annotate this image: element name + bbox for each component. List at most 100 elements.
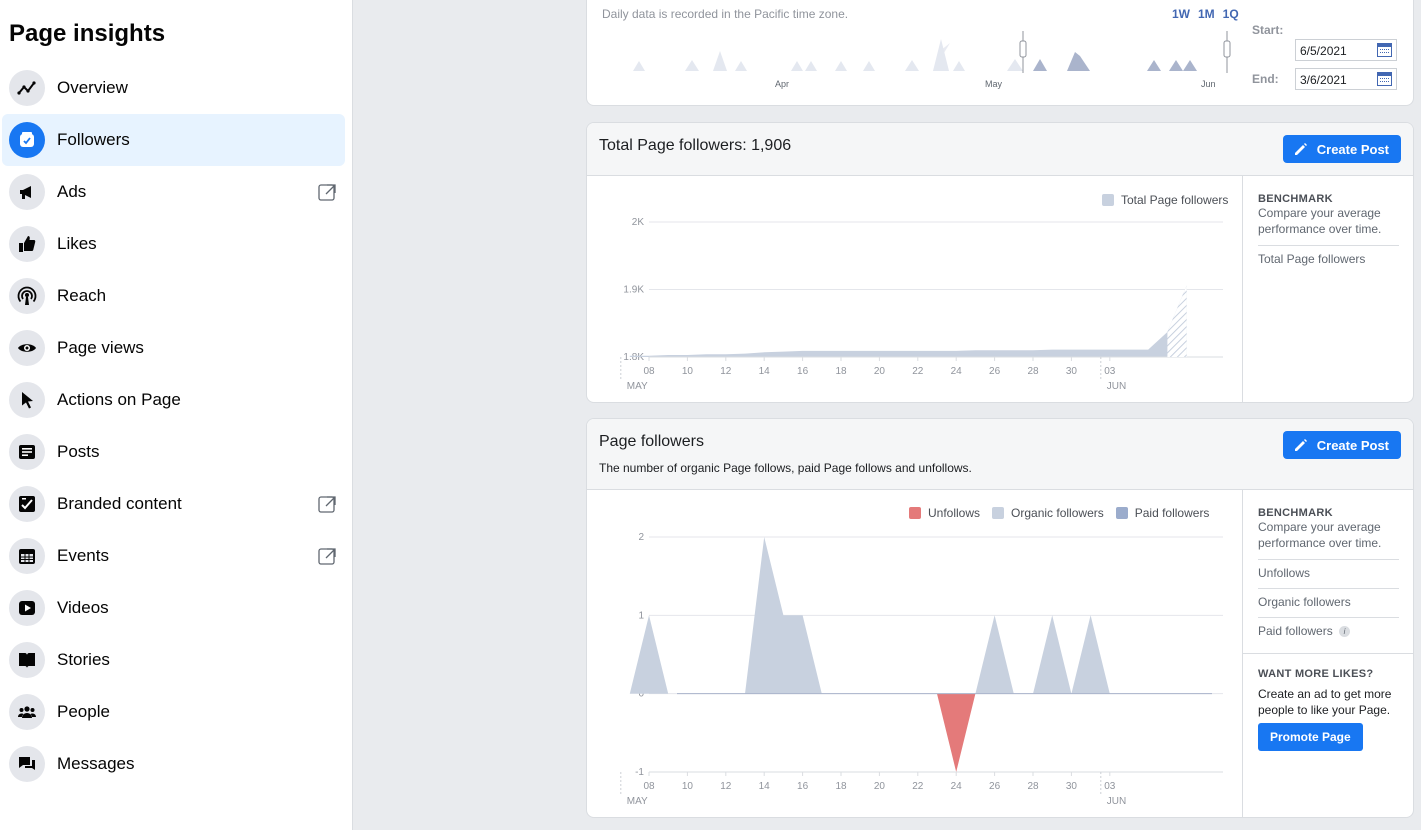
sidebar-item-actions-on-page[interactable]: Actions on Page [0,374,353,426]
sidebar-nav: Overview Followers Ads Likes Reac [0,62,353,790]
chat-bubbles-icon [9,746,45,782]
external-link-icon[interactable] [317,494,337,514]
benchmark-item-organic[interactable]: Organic followers [1258,588,1399,617]
range-1m-button[interactable]: 1M [1198,7,1215,21]
sidebar: Page insights Overview Followers Ads [0,0,353,830]
start-date-input[interactable]: 6/5/2021 [1295,39,1397,61]
month-label: MAY [627,796,648,807]
eye-icon [9,330,45,366]
benchmark-item-total-followers[interactable]: Total Page followers [1258,245,1399,274]
x-tick-label: 28 [1027,781,1039,792]
series-area-total-page-followers [629,285,1187,357]
pencil-icon [1294,439,1307,451]
x-tick-label: 22 [912,781,924,792]
x-tick-label: 16 [797,366,809,377]
sidebar-item-label: Ads [57,182,87,201]
timezone-note: Daily data is recorded in the Pacific ti… [602,7,849,21]
sidebar-item-label: Page views [57,338,144,357]
page-followers-card: Page followers The number of organic Pag… [586,418,1414,818]
x-tick-label: 26 [989,781,1001,792]
card-title: Page followers [599,433,704,450]
sidebar-item-label: Reach [57,286,107,305]
x-tick-label: 28 [1027,366,1039,377]
calendar-icon [9,538,45,574]
sidebar-item-branded-content[interactable]: Branded content [0,478,353,530]
legend-item[interactable]: Total Page followers [1102,193,1228,207]
date-range-card: Daily data is recorded in the Pacific ti… [586,0,1414,106]
pencil-icon [1294,143,1307,155]
promote-page-button[interactable]: Promote Page [1258,723,1363,751]
date-range-minichart[interactable]: Apr May Jun [597,31,1237,106]
external-link-icon[interactable] [317,546,337,566]
cursor-icon [9,382,45,418]
legend-item-organic[interactable]: Organic followers [992,506,1104,520]
minichart-peaks [633,39,1023,71]
y-tick-label: 1 [638,610,644,621]
sidebar-item-stories[interactable]: Stories [0,634,353,686]
create-post-label: Create Post [1316,437,1389,453]
partial-data-area [1167,285,1187,357]
promote-page-label: Promote Page [1270,730,1351,744]
range-buttons: 1W 1M 1Q [1172,7,1239,21]
sidebar-item-page-views[interactable]: Page views [0,322,353,374]
x-tick-label: 03 [1104,366,1116,377]
series-area-unfollows [629,693,1187,772]
sidebar-item-label: Branded content [57,494,182,513]
sidebar-item-likes[interactable]: Likes [0,218,353,270]
sidebar-item-label: Overview [57,78,128,97]
sidebar-item-videos[interactable]: Videos [0,582,353,634]
benchmark-item-paid[interactable]: Paid followers i [1258,617,1399,646]
legend-swatch [992,507,1005,519]
sidebar-item-overview[interactable]: Overview [0,62,353,114]
legend-item-paid[interactable]: Paid followers [1115,506,1209,520]
benchmark-panel: BENCHMARK Compare your average performan… [1242,490,1413,817]
create-post-button[interactable]: Create Post [1282,135,1401,163]
y-tick-label: 0 [638,689,644,700]
sidebar-item-people[interactable]: People [0,686,353,738]
selection-window [1023,31,1231,73]
sidebar-item-posts[interactable]: Posts [0,426,353,478]
sidebar-item-messages[interactable]: Messages [0,738,353,790]
x-tick-label: 20 [874,781,886,792]
x-tick-label: 30 [1066,781,1078,792]
legend-label: Total Page followers [1121,193,1229,207]
sidebar-item-label: Messages [57,754,135,773]
minichart-handle-right[interactable] [1223,40,1231,58]
month-label: JUN [1107,796,1126,807]
calendar-icon[interactable] [1377,72,1392,86]
sidebar-item-reach[interactable]: Reach [0,270,353,322]
legend-swatch [909,507,921,519]
branded-content-icon [9,486,45,522]
range-1q-button[interactable]: 1Q [1222,7,1239,21]
thumbs-up-icon [9,226,45,262]
x-tick-label: 08 [643,781,655,792]
total-followers-card: Total Page followers: 1,906 Create Post … [586,122,1414,403]
x-tick-label: 12 [720,781,732,792]
broadcast-icon [9,278,45,314]
card-header: Total Page followers: 1,906 Create Post [587,123,1413,176]
info-icon[interactable]: i [1339,626,1351,638]
benchmark-panel: BENCHMARK Compare your average performan… [1242,176,1413,402]
start-label: Start: [1252,23,1284,37]
benchmark-item-unfollows[interactable]: Unfollows [1258,559,1399,588]
sidebar-item-events[interactable]: Events [0,530,353,582]
minichart-handle-left[interactable] [1019,40,1027,58]
x-tick-label: 12 [720,366,732,377]
legend-item-unfollows[interactable]: Unfollows [909,506,980,520]
create-post-button[interactable]: Create Post [1282,431,1401,459]
sidebar-item-followers[interactable]: Followers [2,114,345,166]
range-1w-button[interactable]: 1W [1172,7,1190,21]
sidebar-item-label: Events [57,546,109,565]
calendar-icon[interactable] [1377,43,1392,57]
sidebar-item-label: Stories [57,650,110,669]
benchmark-item-label: Paid followers [1258,624,1333,638]
y-tick-label: -1 [635,767,644,778]
end-date-input[interactable]: 3/6/2021 [1295,68,1397,90]
promo-desc: Create an ad to get more people to like … [1258,687,1392,717]
external-link-icon[interactable] [317,182,337,202]
sidebar-item-ads[interactable]: Ads [0,166,353,218]
overview-chart-icon [9,70,45,106]
create-post-label: Create Post [1316,141,1389,157]
minichart-month-jun: Jun [1201,79,1216,89]
sidebar-item-label: Likes [57,234,97,253]
